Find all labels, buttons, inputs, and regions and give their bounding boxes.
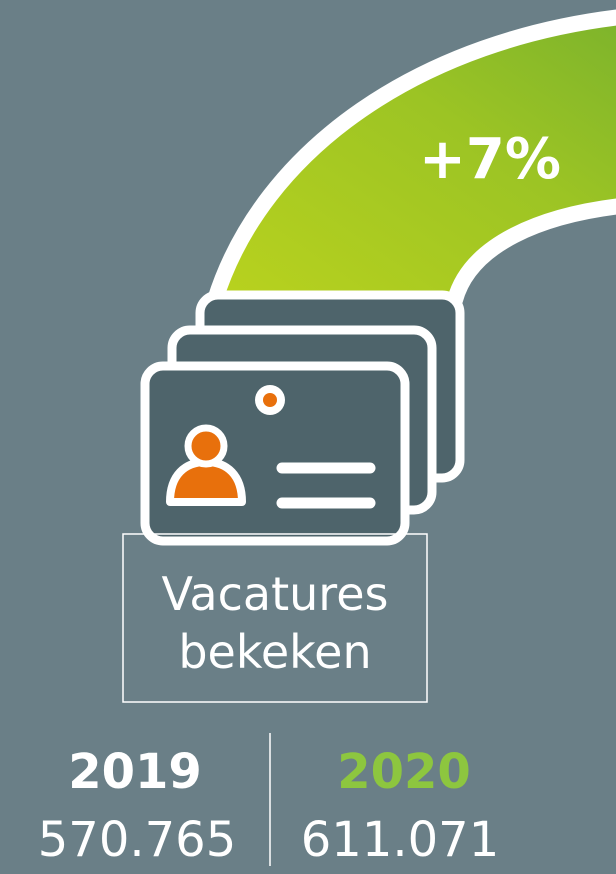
label-line: Vacatures [162,567,389,621]
year: 2020 [337,744,471,800]
label-box [122,533,428,703]
growth-badge: +7% [419,127,561,192]
year: 2019 [68,744,202,800]
card-dot-center [263,393,277,407]
stat-value: 611.071 [301,812,500,868]
stat-value: 570.765 [38,812,237,868]
label-line: bekeken [178,625,371,679]
growth-arc [207,9,616,308]
person-body [166,458,246,506]
person-head [184,424,228,468]
